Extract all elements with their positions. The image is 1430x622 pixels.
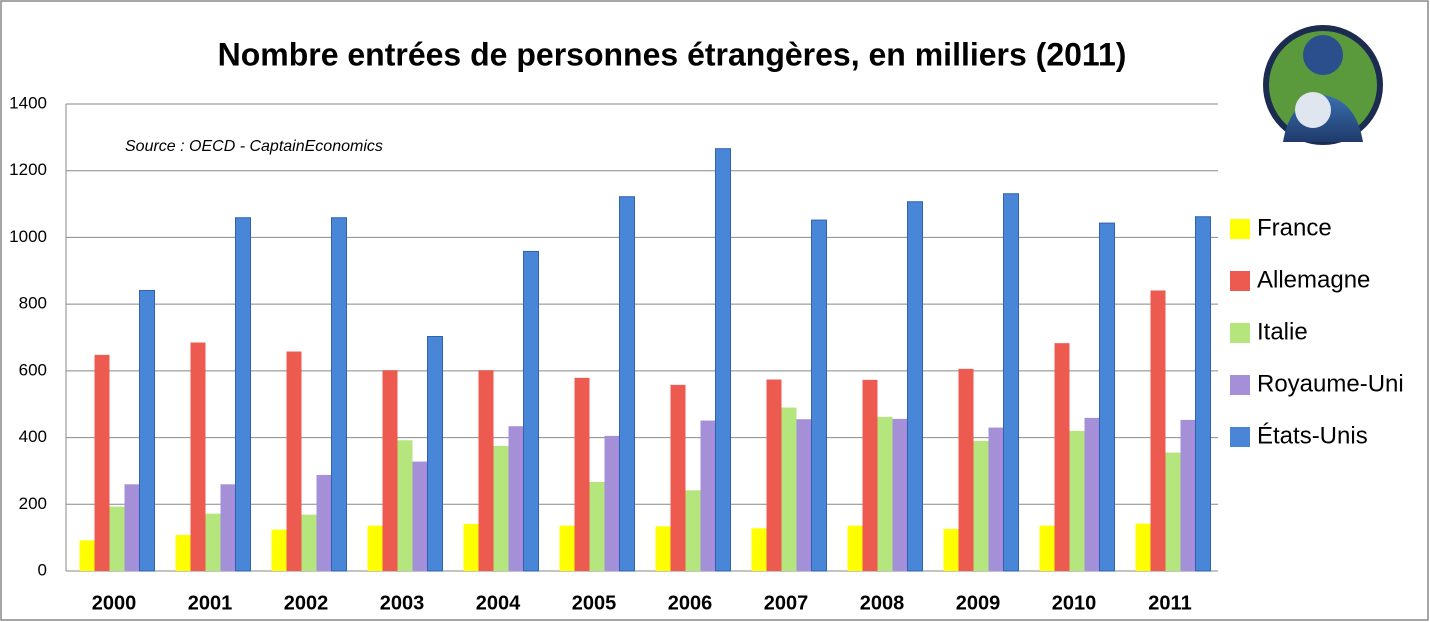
bar [382, 370, 398, 571]
bar [862, 379, 878, 571]
y-tick-label: 0 [38, 560, 47, 579]
bar [796, 419, 812, 571]
legend-label: Italie [1257, 318, 1308, 345]
bar [1003, 193, 1019, 572]
bar [670, 384, 686, 571]
bar [1180, 419, 1196, 571]
x-tick-label: 2008 [860, 592, 905, 614]
bar [751, 528, 767, 571]
legend-swatch [1230, 271, 1250, 291]
legend-swatch [1230, 375, 1250, 395]
bar [907, 201, 923, 572]
bar [1135, 523, 1151, 571]
bar [877, 416, 893, 571]
bar [301, 514, 317, 571]
bar [973, 440, 989, 571]
bar [574, 377, 590, 571]
x-tick-label: 2002 [284, 592, 329, 614]
bar [463, 523, 479, 571]
y-tick-label: 800 [19, 294, 47, 313]
x-tick-label: 2003 [380, 592, 425, 614]
bar [715, 148, 731, 572]
bar [700, 420, 716, 571]
bar [943, 528, 959, 571]
bar [589, 481, 605, 571]
y-tick-label: 1400 [9, 93, 47, 112]
bar [559, 525, 575, 571]
bar [1195, 216, 1211, 572]
bar [988, 427, 1004, 571]
bar [604, 435, 620, 571]
bar [1054, 343, 1070, 571]
x-tick-label: 2011 [1148, 592, 1191, 614]
bar [1084, 417, 1100, 571]
y-tick-label: 400 [19, 427, 47, 446]
bar [1039, 525, 1055, 571]
x-tick-label: 2007 [764, 592, 809, 614]
y-tick-label: 1200 [9, 160, 47, 179]
bar [94, 354, 110, 571]
bar [124, 484, 140, 571]
bar [190, 342, 206, 571]
bar [235, 217, 251, 572]
bar [316, 474, 332, 571]
bar [478, 370, 494, 571]
bar [367, 525, 383, 571]
legend-label: États-Unis [1257, 422, 1368, 449]
x-tick-label: 2010 [1052, 592, 1097, 614]
logo [1263, 25, 1383, 145]
annotation: Source : OECD - CaptainEconomics [125, 138, 383, 155]
bar [811, 219, 827, 572]
y-tick-label: 1000 [9, 227, 47, 246]
legend-swatch [1230, 219, 1250, 239]
bar [397, 440, 413, 571]
y-tick-label: 600 [19, 360, 47, 379]
bar [331, 217, 347, 572]
bar [766, 379, 782, 571]
x-tick-label: 2001 [188, 592, 233, 614]
x-tick-label: 2000 [92, 592, 137, 614]
bar [958, 368, 974, 571]
legend-label: Royaume-Uni [1257, 370, 1404, 397]
bar [412, 461, 428, 571]
bar [271, 529, 287, 571]
bar [220, 484, 236, 571]
bar [493, 445, 509, 571]
bar [1099, 222, 1115, 572]
legend-label: France [1257, 214, 1332, 241]
bar [139, 289, 155, 572]
legend-swatch [1230, 323, 1250, 343]
x-tick-label: 2009 [956, 592, 1001, 614]
bar [175, 534, 191, 571]
bar [1069, 430, 1085, 571]
bar [892, 418, 908, 571]
legend-label: Allemagne [1257, 266, 1370, 293]
x-tick-label: 2006 [668, 592, 713, 614]
bar [427, 335, 443, 572]
x-tick-label: 2004 [476, 592, 521, 614]
bar [847, 525, 863, 571]
chart-title: Nombre entrées de personnes étrangères, … [218, 36, 1127, 72]
bar [1165, 452, 1181, 571]
bar [523, 250, 539, 572]
x-tick-label: 2005 [572, 592, 617, 614]
bar [109, 506, 125, 571]
bar [1150, 290, 1166, 571]
bar [79, 540, 95, 571]
bar [685, 490, 701, 571]
bar [205, 513, 221, 571]
bar [619, 196, 635, 572]
bar [286, 351, 302, 571]
logo-head [1303, 35, 1343, 75]
bar [655, 526, 671, 571]
logo-emblem [1295, 92, 1331, 128]
bar [508, 426, 524, 571]
bar [781, 407, 797, 571]
y-tick-label: 200 [19, 494, 47, 513]
legend-swatch [1230, 427, 1250, 447]
